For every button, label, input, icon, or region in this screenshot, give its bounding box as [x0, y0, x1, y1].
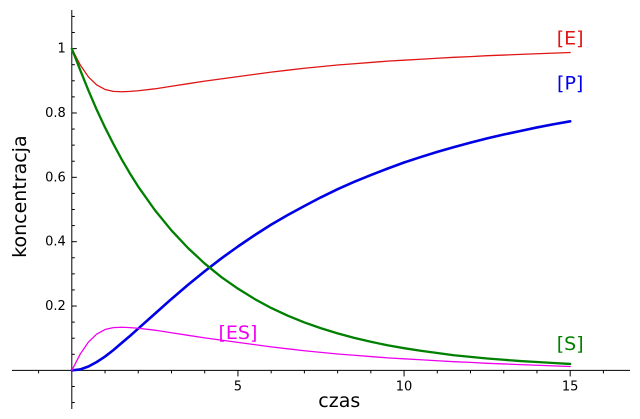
series-line-p [70, 120, 572, 372]
series-line-e [71, 47, 571, 93]
x-axis-label: czas [318, 390, 360, 412]
y-axis-label: koncentracja [9, 135, 31, 257]
y-tick-label: 1 [58, 42, 66, 57]
y-tick-label: 0.6 [45, 170, 66, 185]
x-tick-label: 5 [234, 379, 242, 394]
chart-series [70, 47, 572, 372]
x-tick-label: 15 [562, 379, 579, 394]
series-label-es: [ES] [218, 322, 257, 344]
y-tick-label: 0.4 [45, 235, 66, 250]
chart-axes [12, 10, 630, 409]
series-line-s [70, 47, 572, 366]
series-label-s: [S] [557, 333, 584, 355]
chart-ticks: 5 10 15 0.2 0.4 0.6 0.8 1 [38, 15, 604, 404]
x-tick-label: 10 [396, 379, 413, 394]
series-line-es [71, 326, 571, 372]
chart-annotations: [E] [P] [ES] [S] [218, 27, 583, 355]
series-label-e: [E] [557, 27, 584, 49]
y-tick-label: 0.2 [45, 299, 66, 314]
y-tick-label: 0.8 [45, 106, 66, 121]
series-label-p: [P] [557, 72, 583, 94]
